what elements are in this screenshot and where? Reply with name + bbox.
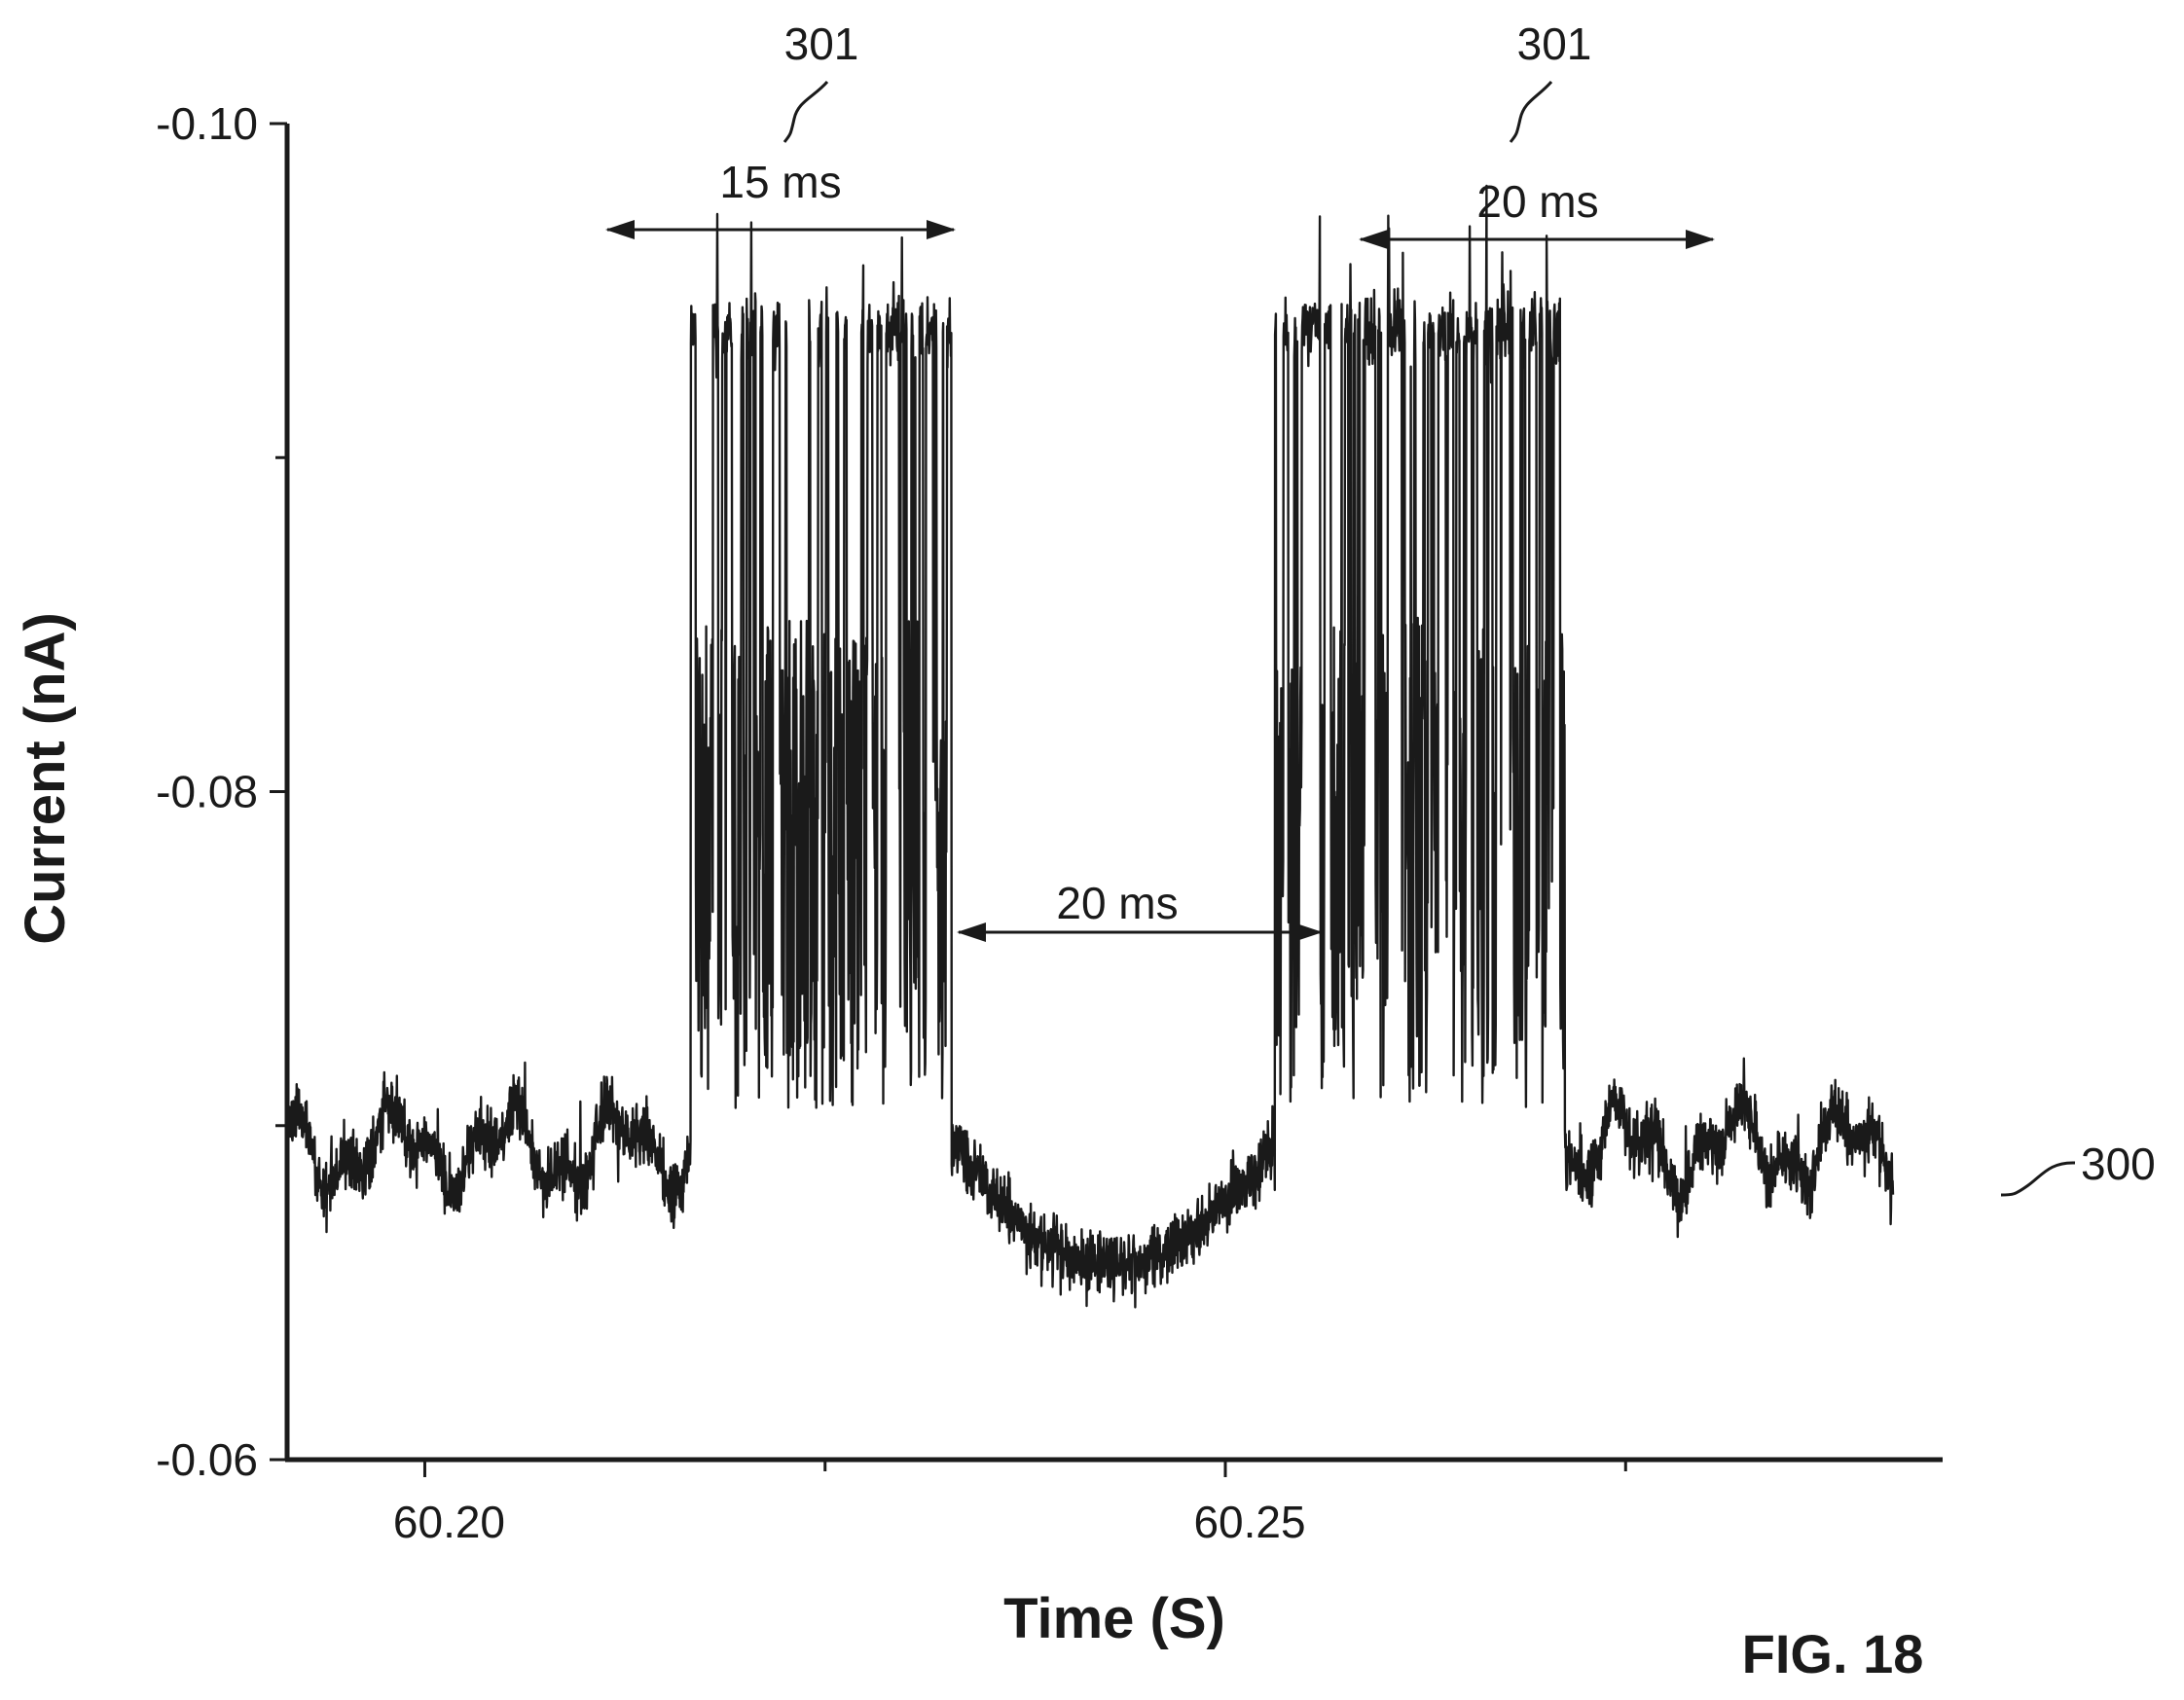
reference-label: 300 (2081, 1139, 2156, 1189)
y-tick-label: -0.10 (156, 98, 258, 149)
arrow-head-left (605, 220, 635, 239)
y-axis-title: Current (nA) (14, 612, 77, 945)
duration-label: 15 ms (719, 157, 841, 207)
y-tick-label: -0.06 (156, 1434, 258, 1485)
duration-label: 20 ms (1056, 878, 1178, 928)
annotation-event-1-duration: 15 ms (605, 157, 956, 239)
reference-numeral-event-1: 301 (783, 18, 859, 143)
arrow-head-right (1686, 230, 1715, 249)
annotation-event-2-duration: 20 ms (1359, 176, 1715, 249)
current-trace (285, 184, 1895, 1309)
leader-line (2000, 1161, 2076, 1197)
y-tick-label: -0.08 (156, 767, 258, 817)
reference-label: 301 (1517, 18, 1592, 69)
reference-numeral-event-2: 301 (1509, 18, 1592, 143)
arrow-head-left (957, 922, 986, 942)
y-ticks: -0.10 -0.08 -0.06 (156, 98, 287, 1485)
arrow-head-right (927, 220, 956, 239)
figure-label: FIG. 18 (1742, 1623, 1924, 1684)
leader-line (1509, 81, 1553, 143)
duration-label: 20 ms (1476, 176, 1598, 227)
arrow-head-right (1293, 922, 1323, 942)
arrow-head-left (1359, 230, 1388, 249)
x-ticks: 60.20 60.25 (393, 1460, 1627, 1547)
x-axis-title: Time (S) (1003, 1587, 1225, 1650)
x-tick-label: 60.20 (393, 1497, 505, 1547)
reference-numeral-trace: 300 (2000, 1139, 2156, 1197)
x-tick-label: 60.25 (1193, 1497, 1305, 1547)
reference-label: 301 (784, 18, 859, 69)
annotation-gap-duration: 20 ms (957, 878, 1323, 942)
leader-line (783, 81, 829, 143)
